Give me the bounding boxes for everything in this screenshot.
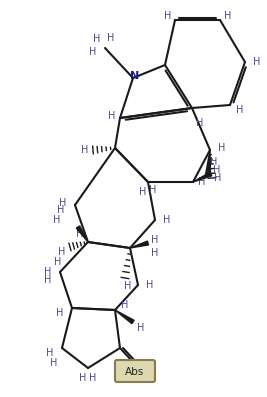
Text: H: H bbox=[93, 34, 101, 44]
Text: H: H bbox=[44, 275, 52, 285]
Text: H: H bbox=[214, 173, 222, 183]
Text: H: H bbox=[236, 105, 244, 115]
Text: H: H bbox=[151, 248, 159, 258]
Text: H: H bbox=[137, 323, 145, 333]
Text: H: H bbox=[54, 257, 62, 267]
Text: H: H bbox=[224, 11, 232, 21]
Text: H: H bbox=[196, 118, 204, 128]
Text: H: H bbox=[46, 348, 54, 358]
Text: H: H bbox=[44, 267, 52, 277]
Text: H: H bbox=[198, 177, 206, 187]
Text: H: H bbox=[79, 373, 87, 383]
Polygon shape bbox=[115, 310, 134, 324]
Text: H: H bbox=[76, 229, 84, 239]
Text: H: H bbox=[89, 373, 97, 383]
Text: H: H bbox=[108, 111, 116, 121]
Text: H: H bbox=[210, 157, 218, 167]
Text: H: H bbox=[213, 165, 221, 175]
Text: H: H bbox=[253, 57, 261, 67]
Text: H: H bbox=[57, 205, 65, 215]
Text: H: H bbox=[124, 281, 132, 291]
Text: Abs: Abs bbox=[125, 367, 145, 377]
Text: H: H bbox=[50, 358, 58, 368]
Text: H: H bbox=[139, 187, 147, 197]
Polygon shape bbox=[130, 241, 148, 248]
Polygon shape bbox=[76, 226, 88, 242]
Polygon shape bbox=[206, 150, 210, 175]
Text: H: H bbox=[58, 247, 66, 257]
Text: H: H bbox=[149, 185, 157, 195]
FancyBboxPatch shape bbox=[115, 360, 155, 382]
Text: N: N bbox=[130, 71, 140, 81]
Text: H: H bbox=[107, 33, 115, 43]
Text: H: H bbox=[56, 308, 64, 318]
Text: H: H bbox=[121, 300, 129, 310]
Text: H: H bbox=[218, 143, 226, 153]
Text: H: H bbox=[59, 198, 67, 208]
Text: H: H bbox=[53, 215, 61, 225]
Text: H: H bbox=[151, 235, 159, 245]
Text: H: H bbox=[146, 280, 154, 290]
Polygon shape bbox=[193, 172, 212, 182]
Text: H: H bbox=[81, 145, 89, 155]
Text: H: H bbox=[163, 215, 171, 225]
Text: H: H bbox=[89, 47, 97, 57]
Text: H: H bbox=[164, 11, 172, 21]
